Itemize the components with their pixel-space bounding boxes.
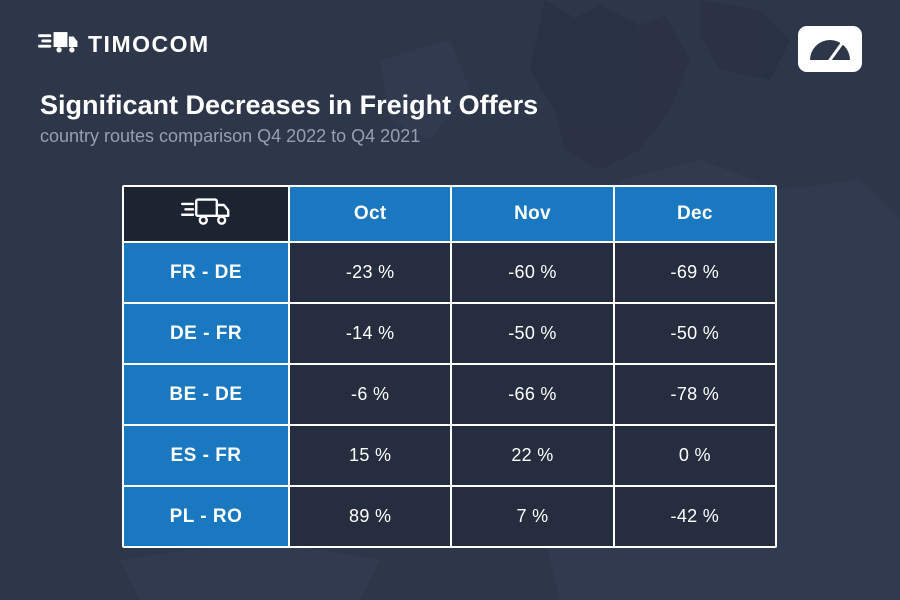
truck-icon: [180, 194, 232, 234]
row-header-fr-de: FR - DE: [124, 243, 288, 302]
column-header-oct: Oct: [290, 187, 451, 241]
truck-logo-icon: [38, 28, 78, 60]
table-cell: 89 %: [290, 487, 451, 546]
table-cell: -50 %: [452, 304, 613, 363]
gauge-icon: [807, 33, 853, 66]
barometer-badge: [798, 26, 862, 72]
row-header-be-de: BE - DE: [124, 365, 288, 424]
table-cell: -69 %: [614, 243, 775, 302]
column-header-dec: Dec: [614, 187, 775, 241]
table-cell: -66 %: [452, 365, 613, 424]
table-cell: 7 %: [452, 487, 613, 546]
table-cell: 15 %: [290, 426, 451, 485]
table-cell: -78 %: [614, 365, 775, 424]
column-header-nov: Nov: [452, 187, 613, 241]
timocom-logo: TIMOCOM: [38, 28, 210, 60]
page-title: Significant Decreases in Freight Offers: [40, 90, 539, 120]
page-subtitle: country routes comparison Q4 2022 to Q4 …: [40, 126, 421, 146]
table-cell: 22 %: [452, 426, 613, 485]
table-cell: -14 %: [290, 304, 451, 363]
table-cell: -50 %: [614, 304, 775, 363]
row-header-pl-ro: PL - RO: [124, 487, 288, 546]
table-corner-cell: [124, 187, 288, 241]
table-cell: -23 %: [290, 243, 451, 302]
table-cell: -42 %: [614, 487, 775, 546]
brand-name: TIMOCOM: [88, 30, 210, 57]
freight-offers-table: Oct Nov Dec FR - DE -23 % -60 % -69 % DE…: [122, 185, 777, 548]
table-cell: -6 %: [290, 365, 451, 424]
row-header-de-fr: DE - FR: [124, 304, 288, 363]
table-cell: -60 %: [452, 243, 613, 302]
table-cell: 0 %: [614, 426, 775, 485]
row-header-es-fr: ES - FR: [124, 426, 288, 485]
